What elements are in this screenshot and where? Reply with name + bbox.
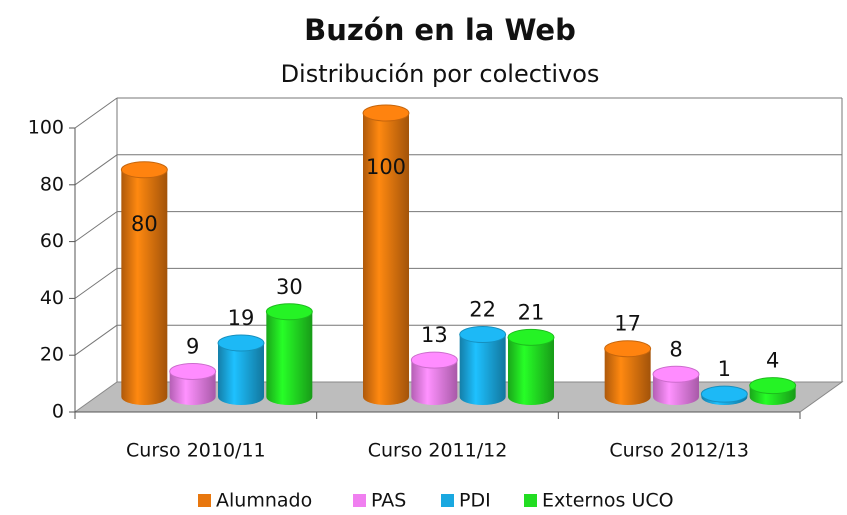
value-label: 9: [186, 334, 199, 358]
bar-top: [362, 104, 410, 122]
bar-top: [507, 328, 555, 346]
x-tick-label: Curso 2012/13: [609, 440, 749, 462]
value-label: 100: [366, 155, 406, 179]
grid-line: [74, 324, 118, 356]
bar: [218, 343, 264, 405]
chart-title: Buzón en la Web: [304, 13, 576, 47]
y-tick-label: 60: [40, 230, 64, 252]
chart-subtitle: Distribución por colectivos: [281, 60, 600, 88]
bar: [459, 334, 506, 405]
legend-label: PAS: [371, 490, 406, 512]
legend-swatch: [441, 494, 454, 507]
legend-label: Externos UCO: [542, 490, 674, 512]
bar-top: [459, 326, 507, 344]
bar: [653, 374, 699, 405]
value-label: 30: [276, 275, 303, 299]
legend-swatch: [198, 494, 211, 507]
grid-line: [74, 97, 118, 129]
bar-top: [120, 161, 168, 179]
x-tick-label: Curso 2011/12: [368, 440, 508, 462]
value-label: 21: [518, 300, 545, 324]
bar: [121, 169, 168, 405]
legend-swatch: [524, 494, 537, 507]
value-label: 8: [669, 337, 682, 361]
bar: [411, 360, 458, 405]
value-label: 22: [469, 298, 496, 322]
y-tick-label: 80: [40, 173, 64, 195]
value-label: 4: [766, 349, 779, 373]
bar-top: [749, 377, 797, 395]
bar: [363, 113, 409, 405]
bar-top: [217, 334, 265, 352]
legend-swatch: [353, 494, 366, 507]
bar-top: [700, 385, 748, 403]
value-label: 1: [718, 357, 731, 381]
bar-top: [169, 362, 217, 380]
bar-top: [652, 365, 700, 383]
bar: [266, 311, 313, 405]
grid-line: [74, 211, 118, 243]
bar-top: [604, 340, 652, 358]
bar: [508, 337, 554, 405]
bar-top: [265, 303, 313, 321]
bar: [604, 348, 651, 405]
legend-label: PDI: [459, 490, 491, 512]
legend-label: Alumnado: [216, 490, 312, 512]
y-tick-label: 0: [52, 401, 64, 423]
value-label: 13: [421, 323, 448, 347]
grid-line: [74, 267, 118, 299]
bar: [169, 371, 216, 405]
y-tick-label: 100: [28, 117, 64, 139]
bar-top: [410, 351, 458, 369]
value-label: 17: [614, 312, 641, 336]
grid-line: [74, 154, 118, 186]
x-tick-label: Curso 2010/11: [126, 440, 266, 462]
y-tick-label: 40: [40, 287, 64, 309]
value-label: 19: [228, 306, 255, 330]
y-tick-label: 20: [40, 344, 64, 366]
value-label: 80: [131, 212, 158, 236]
